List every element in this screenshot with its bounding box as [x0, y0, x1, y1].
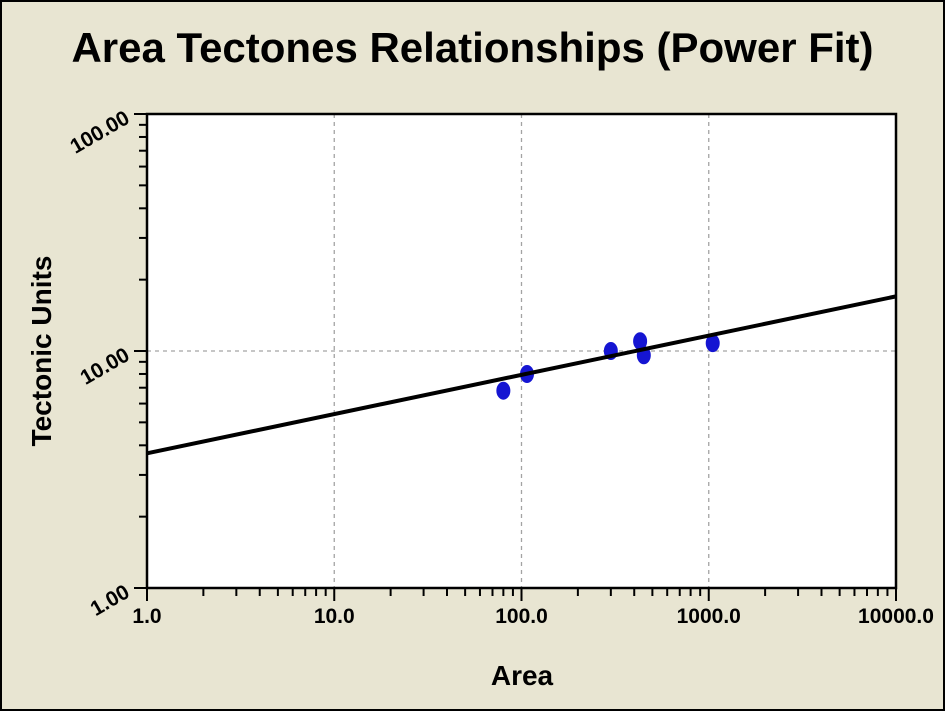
data-point — [633, 332, 648, 351]
x-axis-title: Area — [490, 660, 554, 691]
x-tick-label: 10000.0 — [858, 605, 934, 628]
x-tick-label: 100.0 — [495, 605, 548, 628]
data-point — [496, 381, 511, 400]
data-points — [496, 332, 720, 400]
y-tick-label: 10.00 — [76, 343, 133, 389]
x-tick-label: 1.0 — [132, 605, 161, 628]
fit-line — [146, 294, 897, 456]
x-tick-label: 1000.0 — [677, 605, 741, 628]
axis-ticks — [134, 113, 897, 601]
plot-frame — [145, 112, 898, 590]
y-tick-label: 100.00 — [66, 106, 133, 158]
y-tick-label: 1.00 — [87, 580, 134, 620]
gridlines — [147, 114, 896, 588]
chart-title: Area Tectones Relationships (Power Fit) — [71, 24, 874, 71]
x-tick-label: 10.0 — [314, 605, 355, 628]
data-point — [705, 334, 720, 353]
